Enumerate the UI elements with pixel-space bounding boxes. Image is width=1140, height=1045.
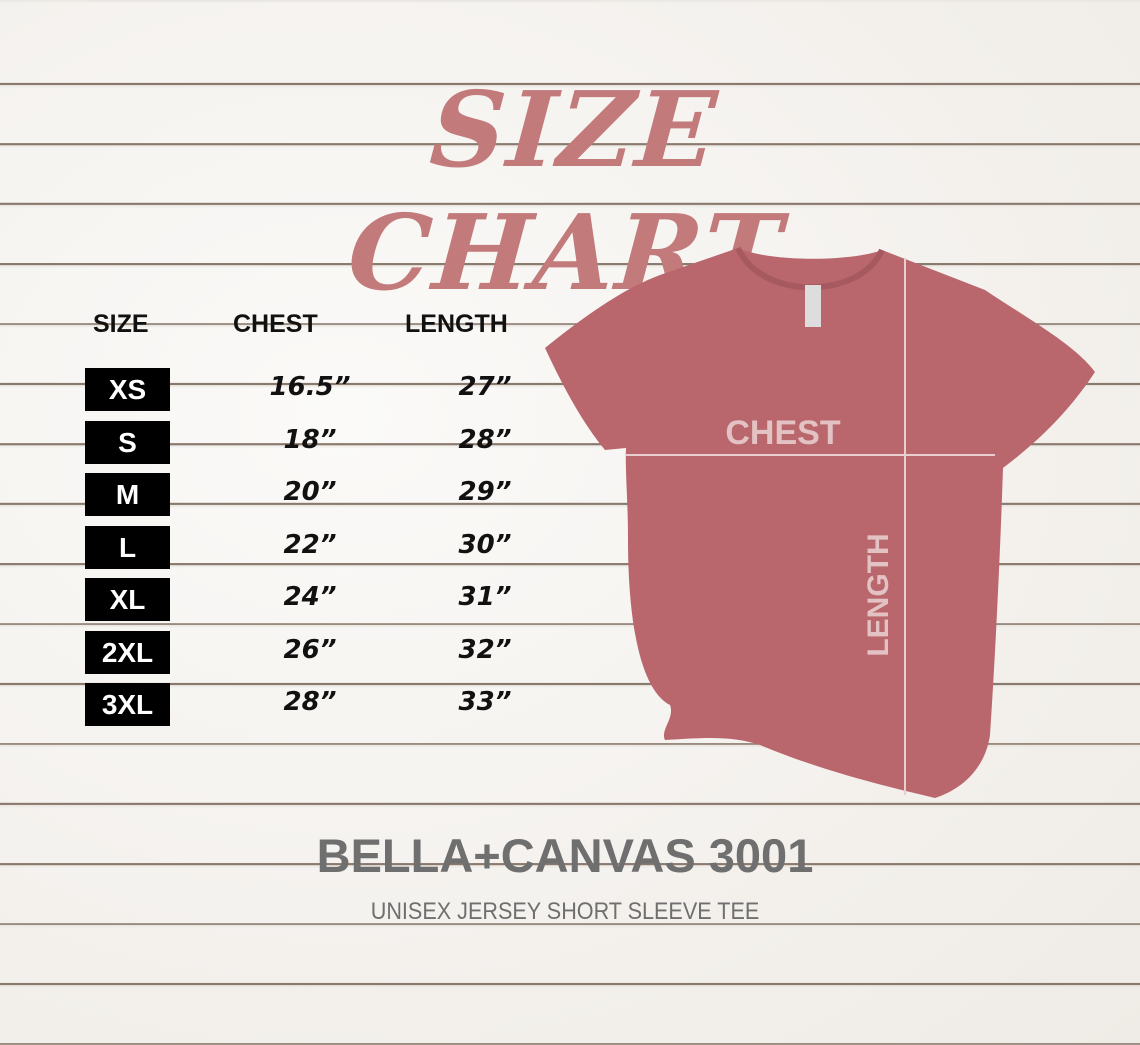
- size-row: XL 24” 31”: [85, 578, 545, 622]
- product-subtitle: UNISEX JERSEY SHORT SLEEVE TEE: [370, 898, 760, 925]
- chest-value: 26”: [283, 634, 337, 665]
- length-value: 33”: [458, 687, 512, 717]
- length-value: 27”: [458, 372, 512, 402]
- size-badge: M: [85, 473, 170, 516]
- brand-name: BELLA+CANVAS 3001: [316, 829, 814, 882]
- size-badge: L: [85, 525, 170, 569]
- chest-value: 28”: [283, 687, 337, 717]
- chest-value: 18”: [283, 424, 337, 455]
- length-label: LENGTH: [862, 533, 895, 656]
- chest-value: 20”: [283, 477, 337, 507]
- size-badge: S: [85, 420, 170, 464]
- chest-value: 22”: [283, 529, 337, 560]
- length-value: 31”: [458, 582, 512, 612]
- size-row: XS 16.5” 27”: [85, 368, 545, 412]
- length-value: 28”: [458, 424, 512, 455]
- chest-value: 24”: [283, 582, 337, 612]
- length-value: 32”: [458, 634, 512, 665]
- chest-value: 16.5”: [269, 372, 351, 402]
- length-value: 30”: [458, 529, 512, 560]
- tag: [805, 285, 821, 327]
- size-badge: 2XL: [85, 630, 170, 674]
- size-row: S 18” 28”: [85, 420, 545, 465]
- size-row: M 20” 29”: [85, 473, 545, 517]
- size-row: 2XL 26” 32”: [85, 630, 545, 675]
- header-chest: CHEST: [233, 310, 318, 338]
- size-badge: 3XL: [85, 683, 170, 726]
- size-row: 3XL 28” 33”: [85, 683, 545, 727]
- header-size: SIZE: [93, 310, 149, 338]
- size-badge: XS: [85, 368, 170, 411]
- size-badge: XL: [85, 578, 170, 621]
- length-value: 29”: [458, 477, 512, 507]
- tshirt-shape: [545, 248, 1095, 798]
- size-row: L 22” 30”: [85, 525, 545, 570]
- header-length: LENGTH: [405, 310, 508, 338]
- chest-label: CHEST: [725, 414, 840, 452]
